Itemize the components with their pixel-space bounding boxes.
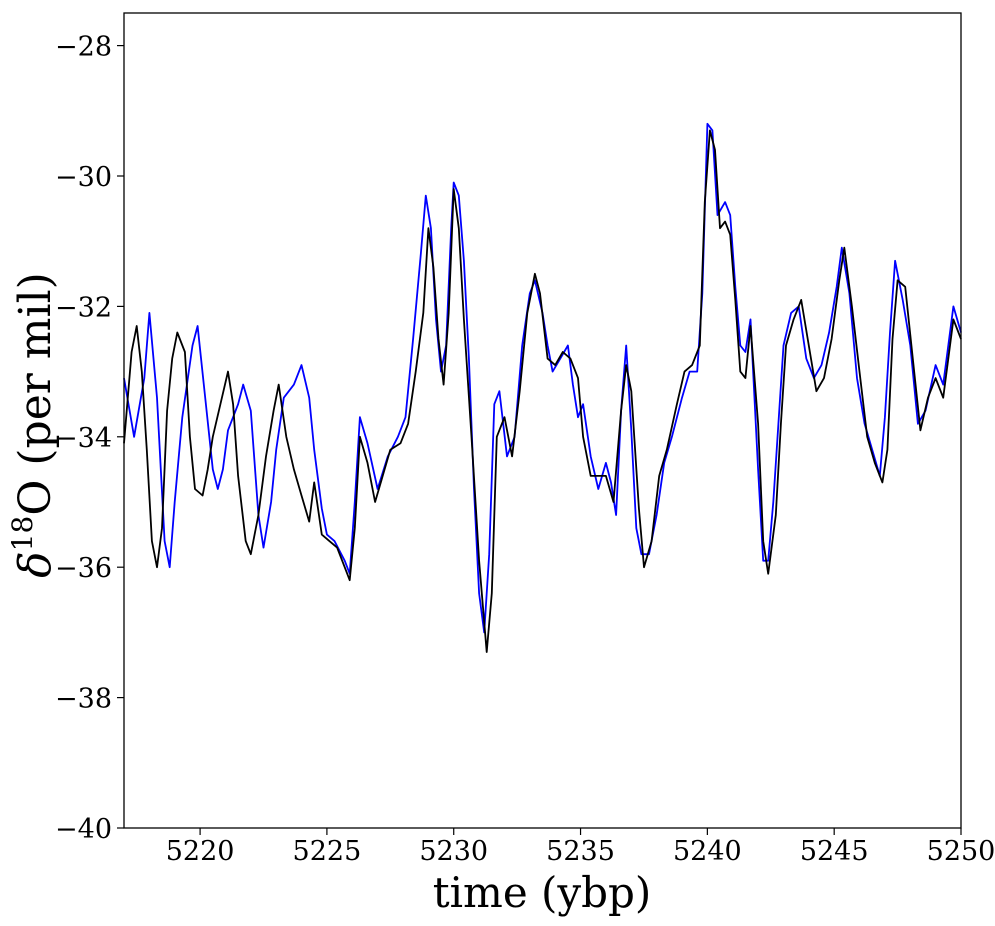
plot-frame bbox=[123, 12, 962, 829]
y-tick-label: −34 bbox=[55, 423, 112, 454]
series-line-1 bbox=[123, 122, 962, 634]
y-tick-label: −38 bbox=[55, 684, 112, 715]
x-tick-label: 5230 bbox=[419, 836, 488, 867]
y-tick-label: −28 bbox=[55, 32, 112, 63]
x-tick-label: 5225 bbox=[293, 836, 362, 867]
x-axis-label: time (ybp) bbox=[433, 868, 652, 917]
y-tick-label: −40 bbox=[55, 814, 112, 845]
x-tick-label: 5245 bbox=[800, 836, 869, 867]
y-tick-label: −36 bbox=[55, 553, 112, 584]
y-axis-ticks: −40 −38 −36 −34 −32 −30 −28 bbox=[55, 32, 124, 845]
series-layer bbox=[123, 122, 962, 653]
x-tick-label: 5220 bbox=[166, 836, 235, 867]
y-axis-label-rest: O (per mil) bbox=[10, 272, 61, 515]
y-tick-label: −32 bbox=[55, 292, 112, 323]
x-tick-label: 5250 bbox=[927, 836, 995, 867]
y-axis-label-superscript: 18 bbox=[6, 516, 39, 552]
y-tick-label: −30 bbox=[55, 162, 112, 193]
y-axis-label-delta: δ bbox=[10, 551, 61, 578]
y-axis-label: δ18O (per mil) bbox=[6, 272, 61, 578]
x-axis-ticks: 5220 5225 5230 5235 5240 5245 5250 bbox=[166, 828, 995, 867]
x-tick-label: 5240 bbox=[673, 836, 742, 867]
series-line-2 bbox=[123, 129, 962, 653]
x-tick-label: 5235 bbox=[546, 836, 615, 867]
